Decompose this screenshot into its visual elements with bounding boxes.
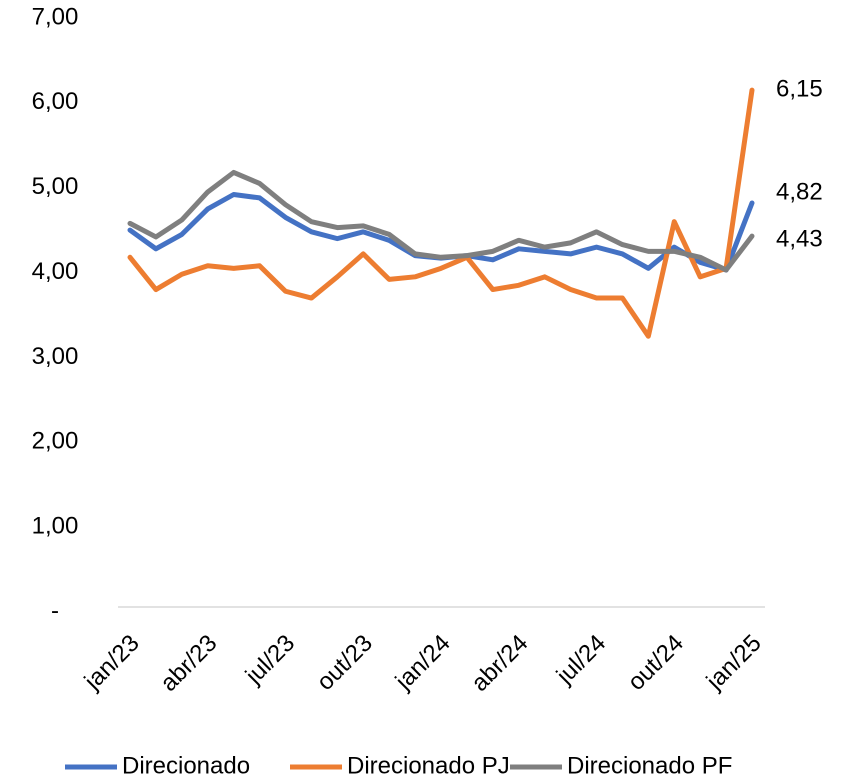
legend-label: Direcionado PF xyxy=(567,752,732,779)
x-tick-label: out/24 xyxy=(623,630,689,696)
data-label: 4,82 xyxy=(776,178,823,205)
y-tick-label: 3,00 xyxy=(32,343,79,370)
legend-label: Direcionado PJ xyxy=(347,752,510,779)
data-label: 6,15 xyxy=(776,75,823,102)
y-tick-label: 7,00 xyxy=(32,3,79,30)
x-tick-label: jul/24 xyxy=(551,630,611,690)
y-tick-label: - xyxy=(51,597,59,624)
series-line xyxy=(127,87,755,339)
y-tick-label: 4,00 xyxy=(32,258,79,285)
data-label: 4,43 xyxy=(776,225,823,252)
y-tick-label: 2,00 xyxy=(32,428,79,455)
x-tick-label: abr/24 xyxy=(466,630,533,697)
x-tick-label: out/23 xyxy=(312,630,378,696)
x-tick-label: jan/24 xyxy=(390,630,456,696)
x-tick-label: jan/23 xyxy=(79,630,145,696)
y-tick-label: 5,00 xyxy=(32,173,79,200)
x-tick-label: jul/23 xyxy=(240,630,300,690)
series-line xyxy=(127,169,755,273)
y-tick-label: 6,00 xyxy=(32,88,79,115)
x-tick-label: abr/23 xyxy=(155,630,222,697)
y-tick-label: 1,00 xyxy=(32,512,79,539)
legend-label: Direcionado xyxy=(122,752,250,779)
x-tick-label: jan/25 xyxy=(701,630,767,696)
